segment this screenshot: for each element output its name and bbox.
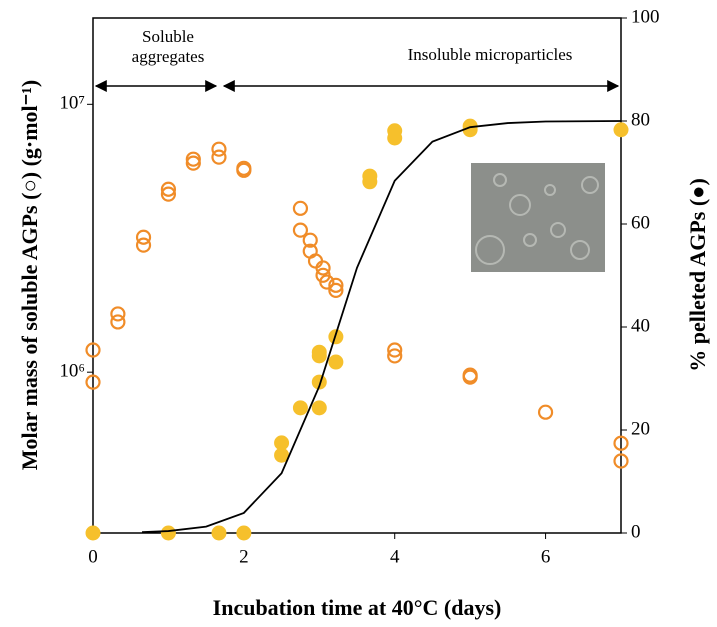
point — [292, 222, 309, 238]
y-tick-label: 10⁶ — [59, 361, 85, 382]
point — [315, 260, 331, 276]
y2-axis-label: % pelleted AGPs (●) — [685, 178, 710, 372]
x-tick-label: 2 — [239, 546, 249, 567]
point — [292, 200, 309, 216]
point — [387, 130, 403, 146]
x-tick-label: 0 — [88, 546, 98, 567]
y-axis-label: Molar mass of soluble AGPs (○) (g·mol⁻¹) — [17, 80, 42, 470]
point — [292, 400, 308, 416]
x-axis-label: Incubation time at 40°C (days) — [213, 595, 502, 620]
point — [311, 374, 327, 390]
point — [387, 348, 403, 364]
point — [319, 274, 335, 290]
point — [462, 369, 478, 385]
point — [328, 354, 344, 370]
point — [185, 155, 201, 171]
point — [160, 525, 176, 541]
point — [328, 282, 344, 298]
point — [211, 525, 227, 541]
point — [160, 186, 177, 202]
y2-tick-label: 100 — [631, 6, 660, 27]
annotation: aggregates — [132, 47, 205, 66]
point — [85, 525, 101, 541]
fit-line — [141, 120, 622, 534]
point — [613, 453, 629, 469]
point — [537, 404, 554, 420]
point — [613, 122, 629, 138]
point — [85, 374, 101, 390]
plot-frame — [92, 17, 622, 534]
point — [160, 181, 177, 197]
point — [236, 525, 252, 541]
annotation: Soluble — [142, 27, 194, 46]
inset-micrograph — [471, 163, 605, 272]
x-tick-label: 6 — [541, 546, 551, 567]
point — [211, 149, 227, 165]
point — [110, 306, 126, 322]
y2-tick-label: 20 — [631, 418, 650, 439]
point — [110, 314, 126, 330]
point — [135, 237, 152, 253]
point — [236, 162, 252, 178]
y2-tick-label: 80 — [631, 109, 650, 130]
point — [311, 348, 327, 364]
point — [387, 342, 403, 358]
y2-tick-label: 0 — [631, 521, 641, 542]
x-tick-label: 4 — [390, 546, 400, 567]
point — [613, 435, 629, 451]
point — [328, 277, 344, 293]
y2-tick-label: 40 — [631, 315, 650, 336]
point — [211, 141, 227, 157]
point — [362, 174, 378, 190]
y2-tick-label: 60 — [631, 212, 650, 233]
point — [302, 232, 318, 248]
annotation: Insoluble microparticles — [408, 45, 573, 64]
point — [85, 342, 101, 358]
point — [185, 151, 201, 167]
point — [311, 400, 327, 416]
point — [135, 229, 152, 245]
y-tick-label: 10⁷ — [59, 93, 85, 114]
